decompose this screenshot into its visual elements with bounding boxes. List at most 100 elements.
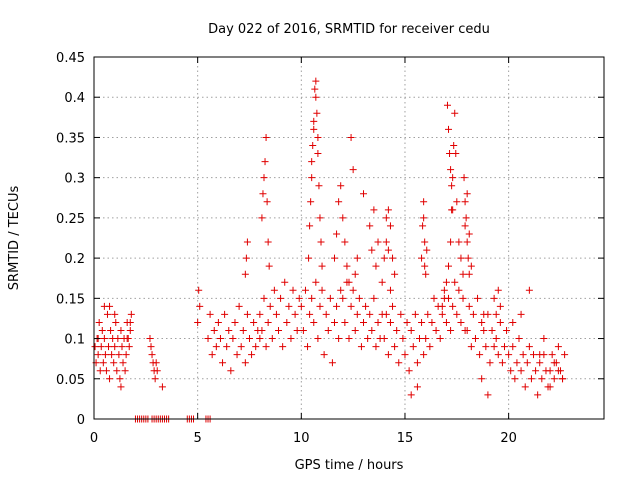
data-point bbox=[127, 310, 135, 318]
data-point bbox=[317, 238, 325, 246]
data-point bbox=[461, 198, 469, 206]
data-point bbox=[389, 254, 397, 262]
data-point bbox=[384, 351, 392, 359]
data-point bbox=[305, 254, 313, 262]
data-point bbox=[313, 109, 321, 117]
data-point bbox=[353, 254, 361, 262]
data-point bbox=[384, 206, 392, 214]
data-point bbox=[243, 238, 251, 246]
data-point bbox=[158, 383, 166, 391]
data-point bbox=[368, 246, 376, 254]
data-point bbox=[482, 343, 490, 351]
data-point bbox=[480, 310, 488, 318]
data-point bbox=[227, 367, 235, 375]
data-point bbox=[413, 359, 421, 367]
data-point bbox=[521, 383, 529, 391]
data-point bbox=[101, 351, 109, 359]
data-point bbox=[496, 318, 504, 326]
data-point bbox=[430, 294, 438, 302]
x-tick-label: 20 bbox=[500, 431, 517, 446]
data-point bbox=[355, 294, 363, 302]
data-point bbox=[498, 359, 506, 367]
data-point bbox=[442, 278, 450, 286]
data-point bbox=[260, 294, 268, 302]
data-point bbox=[488, 327, 496, 335]
data-point bbox=[349, 166, 357, 174]
data-point bbox=[453, 198, 461, 206]
data-point bbox=[194, 318, 202, 326]
y-tick-label: 0.4 bbox=[64, 91, 85, 106]
data-point bbox=[248, 351, 256, 359]
data-point bbox=[450, 141, 458, 149]
data-point bbox=[102, 367, 110, 375]
x-tick-label: 10 bbox=[293, 431, 310, 446]
data-point bbox=[330, 254, 338, 262]
data-point bbox=[449, 302, 457, 310]
data-point bbox=[314, 150, 322, 158]
data-point bbox=[214, 318, 222, 326]
data-point bbox=[474, 294, 482, 302]
data-point bbox=[478, 318, 486, 326]
data-point bbox=[118, 343, 126, 351]
data-point bbox=[418, 254, 426, 262]
data-point bbox=[347, 133, 355, 141]
chart-title: Day 022 of 2016, SRMTID for receiver ced… bbox=[208, 22, 490, 37]
data-point bbox=[422, 270, 430, 278]
data-point bbox=[314, 335, 322, 343]
data-point bbox=[452, 150, 460, 158]
data-point bbox=[411, 310, 419, 318]
data-point bbox=[421, 238, 429, 246]
data-point bbox=[335, 335, 343, 343]
data-point bbox=[492, 310, 500, 318]
data-point bbox=[384, 246, 392, 254]
data-point bbox=[241, 359, 249, 367]
data-point bbox=[395, 359, 403, 367]
data-point bbox=[478, 375, 486, 383]
data-point bbox=[471, 335, 479, 343]
data-point bbox=[221, 310, 229, 318]
data-point bbox=[507, 367, 515, 375]
data-point bbox=[318, 262, 326, 270]
data-point bbox=[403, 318, 411, 326]
data-point bbox=[206, 310, 214, 318]
data-point bbox=[345, 278, 353, 286]
data-point bbox=[307, 198, 315, 206]
data-point bbox=[310, 125, 318, 133]
data-point bbox=[339, 294, 347, 302]
data-point bbox=[295, 294, 303, 302]
data-point bbox=[122, 351, 130, 359]
data-point bbox=[98, 327, 106, 335]
data-point bbox=[370, 294, 378, 302]
data-point bbox=[550, 375, 558, 383]
data-point bbox=[272, 310, 280, 318]
data-point bbox=[262, 343, 270, 351]
data-point bbox=[239, 327, 247, 335]
data-point bbox=[326, 294, 334, 302]
data-point bbox=[341, 238, 349, 246]
data-point bbox=[299, 327, 307, 335]
data-point bbox=[490, 294, 498, 302]
data-point bbox=[229, 335, 237, 343]
data-point bbox=[117, 383, 125, 391]
y-axis-label: SRMTID / TECUs bbox=[7, 186, 22, 291]
data-point bbox=[496, 302, 504, 310]
data-point bbox=[399, 335, 407, 343]
data-point bbox=[277, 294, 285, 302]
data-point bbox=[245, 335, 253, 343]
data-point bbox=[418, 318, 426, 326]
data-point bbox=[366, 310, 374, 318]
data-point bbox=[94, 351, 102, 359]
data-point bbox=[420, 214, 428, 222]
data-point bbox=[349, 286, 357, 294]
data-point bbox=[264, 238, 272, 246]
data-point bbox=[196, 302, 204, 310]
data-point bbox=[440, 294, 448, 302]
data-point bbox=[315, 182, 323, 190]
data-point bbox=[448, 182, 456, 190]
data-point bbox=[111, 343, 119, 351]
data-point bbox=[312, 93, 320, 101]
data-point bbox=[447, 238, 455, 246]
data-point bbox=[532, 367, 540, 375]
data-point bbox=[445, 262, 453, 270]
data-point bbox=[353, 310, 361, 318]
